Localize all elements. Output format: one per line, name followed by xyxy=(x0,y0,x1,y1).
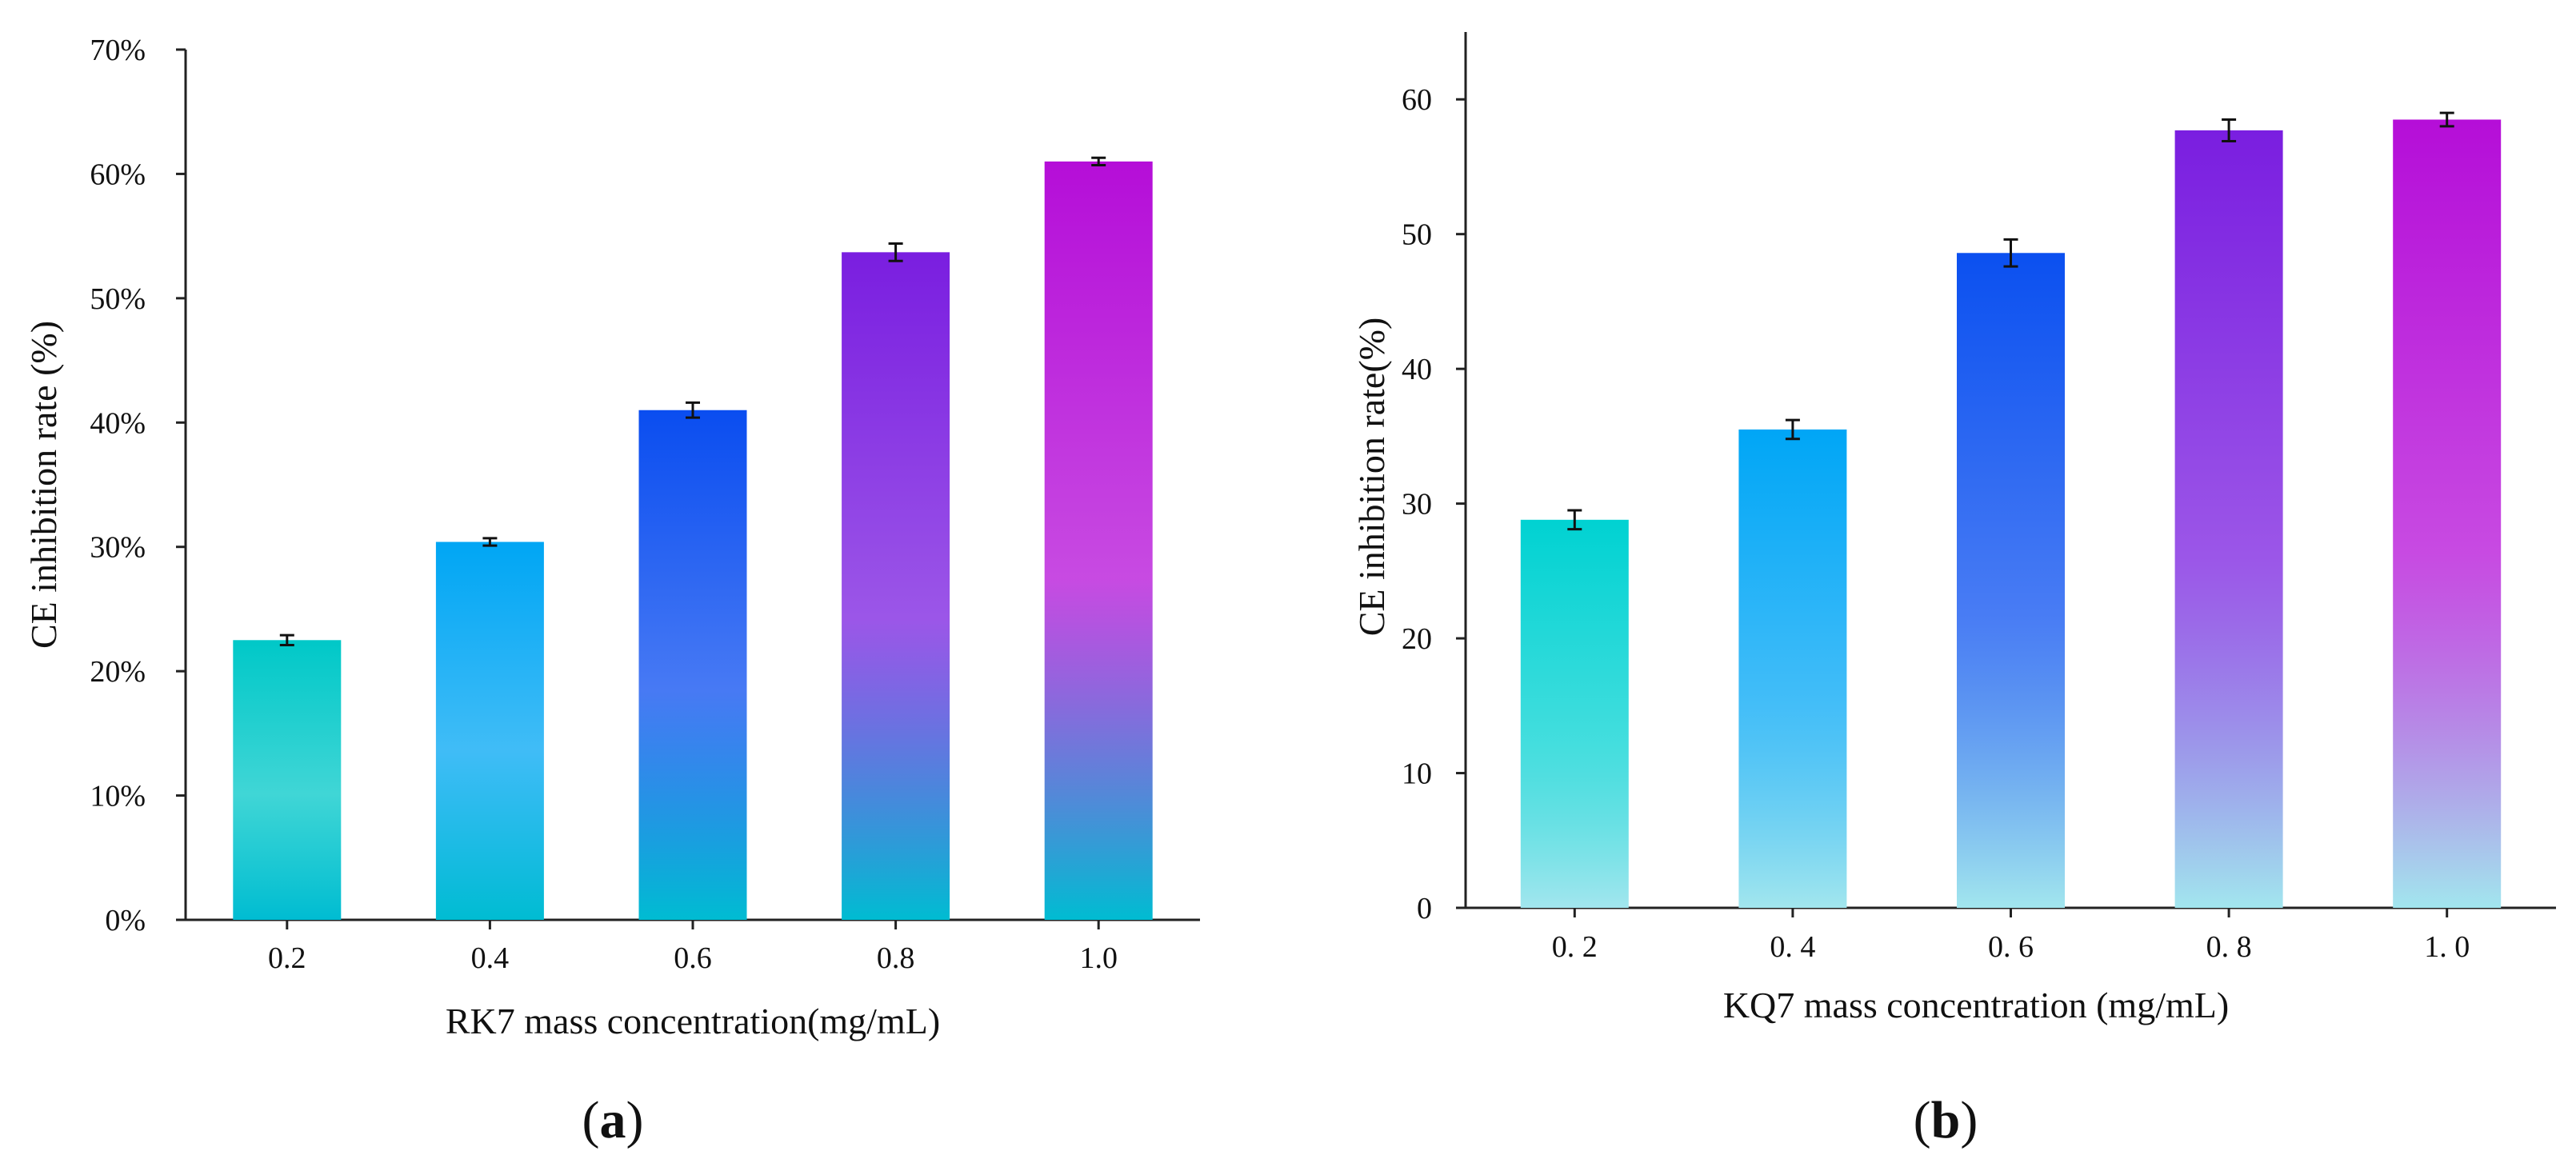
bar-b-0.4 xyxy=(1738,429,1847,908)
error-bar-b-0 xyxy=(1567,509,1582,531)
y-tick-label-b-0: 0 xyxy=(1417,892,1432,925)
x-tick-label-b-0: 0. 2 xyxy=(1552,930,1598,964)
bar-b-0.2 xyxy=(1520,519,1629,908)
y-tick-label-a-1: 10% xyxy=(90,780,146,813)
error-bar-a-3 xyxy=(888,242,903,262)
y-tick-label-b-1: 10 xyxy=(1402,757,1432,791)
bar-a-0.6 xyxy=(638,410,747,920)
error-bar-a-2 xyxy=(686,401,700,419)
x-tick-label-a-2: 0.6 xyxy=(674,941,712,975)
panel-b-y-axis-title: CE inhibition rate(%) xyxy=(1351,318,1392,637)
bar-b-0.8 xyxy=(2174,130,2283,908)
x-tick-label-a-0: 0.2 xyxy=(268,941,306,975)
x-tick-label-a-4: 1.0 xyxy=(1079,941,1118,975)
panel-b-x-ticks: 0. 2 0. 4 0. 6 0. 8 1. 0 xyxy=(1552,908,2470,964)
y-tick-label-a-2: 20% xyxy=(90,655,146,689)
panel-a-label: (a) xyxy=(582,1091,644,1149)
y-tick-label-a-7: 70% xyxy=(90,34,146,67)
x-tick-label-a-1: 0.4 xyxy=(471,941,510,975)
panel-a-bars xyxy=(233,156,1153,920)
panel-a-x-axis-title: RK7 mass concentration(mg/mL) xyxy=(446,1001,940,1041)
y-tick-label-a-6: 60% xyxy=(90,158,146,191)
bar-b-1.0 xyxy=(2393,119,2502,908)
error-bar-a-0 xyxy=(279,633,294,647)
panel-b-label: (b) xyxy=(1914,1091,1978,1149)
panel-a-x-ticks: 0.2 0.4 0.6 0.8 1.0 xyxy=(268,920,1118,975)
x-tick-label-b-2: 0. 6 xyxy=(1988,930,2034,964)
panel-b-chart: 0 10 20 30 40 50 60 0. 2 0. 4 0. 6 0. 8 1. 0 KQ7 m… xyxy=(1351,32,2556,1149)
y-tick-label-a-3: 30% xyxy=(90,531,146,565)
error-bar-b-2 xyxy=(2003,238,2018,268)
y-tick-label-b-2: 20 xyxy=(1402,622,1432,656)
panel-a-chart: 0%10%20%30%40%50%60%70% 0.2 0.4 0.6 0.8 1.0 … xyxy=(23,34,1200,1149)
error-bar-a-4 xyxy=(1091,156,1106,167)
y-tick-label-a-4: 40% xyxy=(90,406,146,440)
error-bar-a-1 xyxy=(482,537,498,547)
x-tick-label-b-4: 1. 0 xyxy=(2424,930,2470,964)
error-bar-b-4 xyxy=(2439,111,2454,128)
y-tick-label-a-0: 0% xyxy=(105,904,146,937)
y-tick-label-b-4: 40 xyxy=(1402,353,1432,386)
y-tick-label-a-5: 50% xyxy=(90,282,146,316)
panel-b-bars xyxy=(1520,111,2502,908)
y-tick-label-b-5: 50 xyxy=(1402,218,1432,252)
panel-a-y-axis-title: CE inhibition rate (%) xyxy=(23,321,64,649)
bar-a-0.2 xyxy=(233,640,342,920)
y-tick-label-b-6: 60 xyxy=(1402,83,1432,117)
panel-b-letter: b xyxy=(1931,1091,1961,1149)
x-tick-label-b-3: 0. 8 xyxy=(2206,930,2252,964)
bar-a-0.4 xyxy=(435,542,544,920)
panel-a-y-ticks: 0% 10% 20% 30% 40% 50% 60% 70% xyxy=(90,34,186,937)
error-bar-b-3 xyxy=(2222,118,2237,142)
bar-a-0.8 xyxy=(842,252,950,920)
panel-a-letter: a xyxy=(600,1091,626,1149)
x-tick-label-b-1: 0. 4 xyxy=(1770,930,1815,964)
panel-b-x-axis-title: KQ7 mass concentration (mg/mL) xyxy=(1723,985,2229,1025)
bar-a-1.0 xyxy=(1044,161,1153,920)
panel-b-y-ticks: 0 10 20 30 40 50 60 xyxy=(1402,83,1466,925)
error-bar-b-1 xyxy=(1785,418,1800,441)
y-tick-label-b-3: 30 xyxy=(1402,488,1432,522)
x-tick-label-a-3: 0.8 xyxy=(877,941,915,975)
bar-b-0.6 xyxy=(1957,253,2065,908)
